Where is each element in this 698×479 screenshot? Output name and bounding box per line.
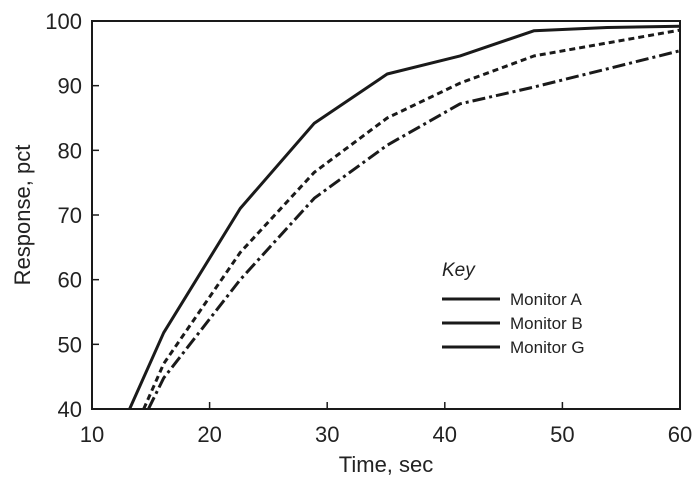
legend: Key Monitor A Monitor B Monitor G — [442, 260, 585, 357]
x-tick-label: 10 — [80, 422, 104, 447]
legend-title: Key — [442, 260, 476, 281]
x-tick-label: 40 — [433, 422, 457, 447]
series-line-monitor-a — [128, 24, 680, 409]
y-tick-label: 90 — [58, 74, 82, 99]
y-axis-ticks: 40 50 60 70 80 90 100 — [45, 9, 99, 422]
y-tick-label: 40 — [58, 397, 82, 422]
legend-label: Monitor A — [510, 290, 582, 309]
y-tick-label: 100 — [45, 9, 82, 34]
y-tick-label: 60 — [58, 268, 82, 293]
plot-frame — [91, 20, 681, 410]
y-axis-title: Response, pct — [10, 145, 35, 286]
y-tick-label: 80 — [58, 138, 82, 163]
series-layer — [128, 24, 680, 409]
x-tick-label: 30 — [315, 422, 339, 447]
series-line-monitor-g — [147, 49, 680, 409]
series-line-monitor-b — [142, 28, 680, 409]
x-axis-title: Time, sec — [339, 452, 434, 477]
legend-entries: Monitor A Monitor B Monitor G — [442, 290, 585, 357]
legend-label: Monitor B — [510, 314, 583, 333]
x-tick-label: 60 — [668, 422, 692, 447]
y-tick-label: 70 — [58, 203, 82, 228]
x-tick-label: 20 — [197, 422, 221, 447]
legend-label: Monitor G — [510, 338, 585, 357]
x-axis-ticks: 10 20 30 40 50 60 — [80, 402, 692, 447]
y-tick-label: 50 — [58, 332, 82, 357]
x-tick-label: 50 — [550, 422, 574, 447]
